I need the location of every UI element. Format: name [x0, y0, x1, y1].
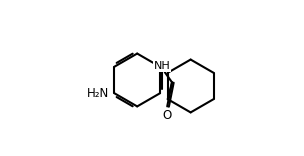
Text: O: O	[163, 109, 172, 122]
Text: H₂N: H₂N	[87, 87, 109, 100]
Text: NH: NH	[154, 61, 171, 71]
